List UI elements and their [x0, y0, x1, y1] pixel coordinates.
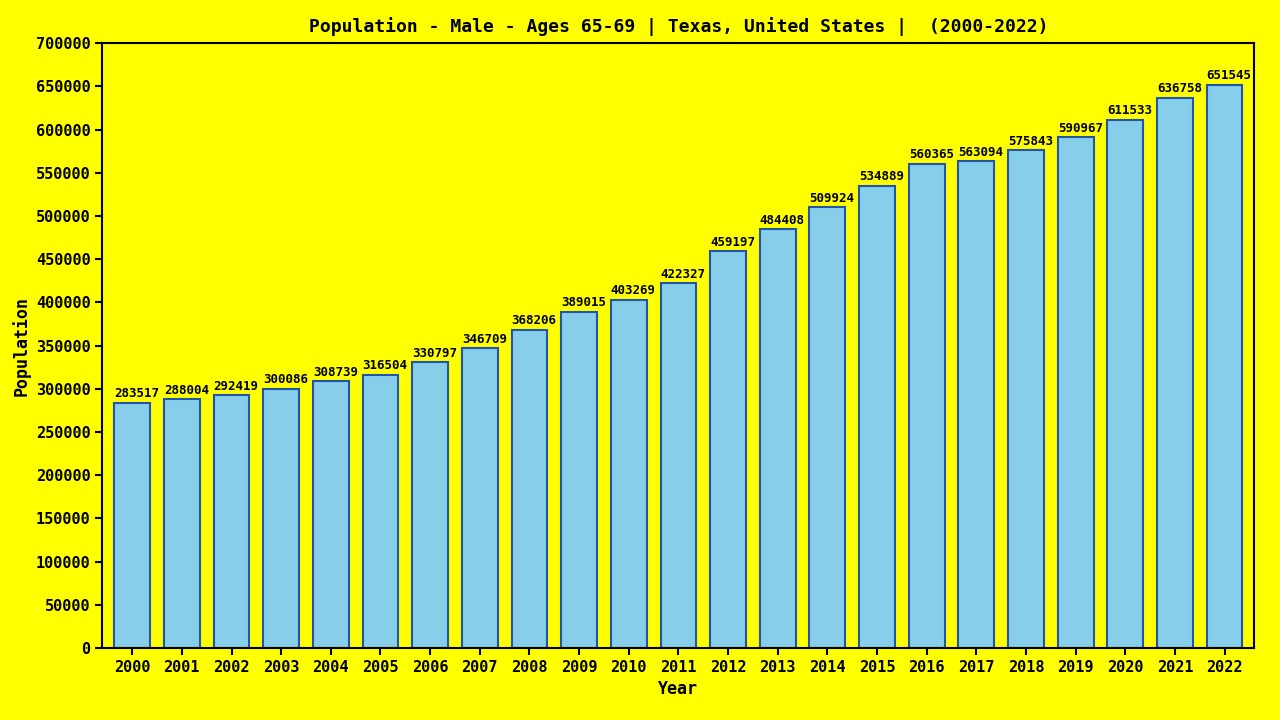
Bar [512, 330, 548, 648]
Text: 611533: 611533 [1107, 104, 1152, 117]
Bar [1207, 85, 1243, 648]
Bar [362, 374, 398, 648]
Text: 283517: 283517 [114, 387, 159, 400]
Text: 346709: 346709 [462, 333, 507, 346]
Bar [412, 362, 448, 648]
Bar [909, 164, 945, 648]
Bar [264, 389, 300, 648]
Bar [164, 399, 200, 648]
Text: 484408: 484408 [760, 214, 805, 227]
Text: 330797: 330797 [412, 346, 457, 359]
Text: 459197: 459197 [710, 235, 755, 248]
Bar [660, 283, 696, 648]
Bar [1009, 150, 1044, 648]
Bar [114, 403, 150, 648]
Bar [1057, 138, 1093, 648]
Text: 308739: 308739 [312, 366, 358, 379]
Bar [809, 207, 845, 648]
Title: Population - Male - Ages 65-69 | Texas, United States |  (2000-2022): Population - Male - Ages 65-69 | Texas, … [308, 17, 1048, 36]
Y-axis label: Population: Population [12, 296, 31, 395]
Text: 300086: 300086 [264, 373, 308, 386]
Bar [462, 348, 498, 648]
Bar [959, 161, 995, 648]
Text: 403269: 403269 [611, 284, 655, 297]
Bar [1157, 98, 1193, 648]
Bar [611, 300, 646, 648]
Text: 509924: 509924 [809, 192, 855, 204]
Text: 534889: 534889 [859, 170, 904, 184]
Bar [1107, 120, 1143, 648]
Bar [760, 230, 796, 648]
Bar [710, 251, 746, 648]
X-axis label: Year: Year [658, 680, 699, 698]
Text: 636758: 636758 [1157, 82, 1202, 95]
Text: 560365: 560365 [909, 148, 954, 161]
Text: 316504: 316504 [362, 359, 407, 372]
Text: 368206: 368206 [512, 314, 557, 328]
Text: 288004: 288004 [164, 384, 209, 397]
Bar [859, 186, 895, 648]
Text: 590967: 590967 [1057, 122, 1103, 135]
Text: 651545: 651545 [1207, 69, 1252, 83]
Text: 563094: 563094 [959, 146, 1004, 159]
Text: 389015: 389015 [561, 297, 607, 310]
Bar [561, 312, 596, 648]
Text: 575843: 575843 [1009, 135, 1053, 148]
Text: 422327: 422327 [660, 268, 705, 281]
Bar [214, 395, 250, 648]
Text: 292419: 292419 [214, 379, 259, 392]
Bar [312, 382, 348, 648]
